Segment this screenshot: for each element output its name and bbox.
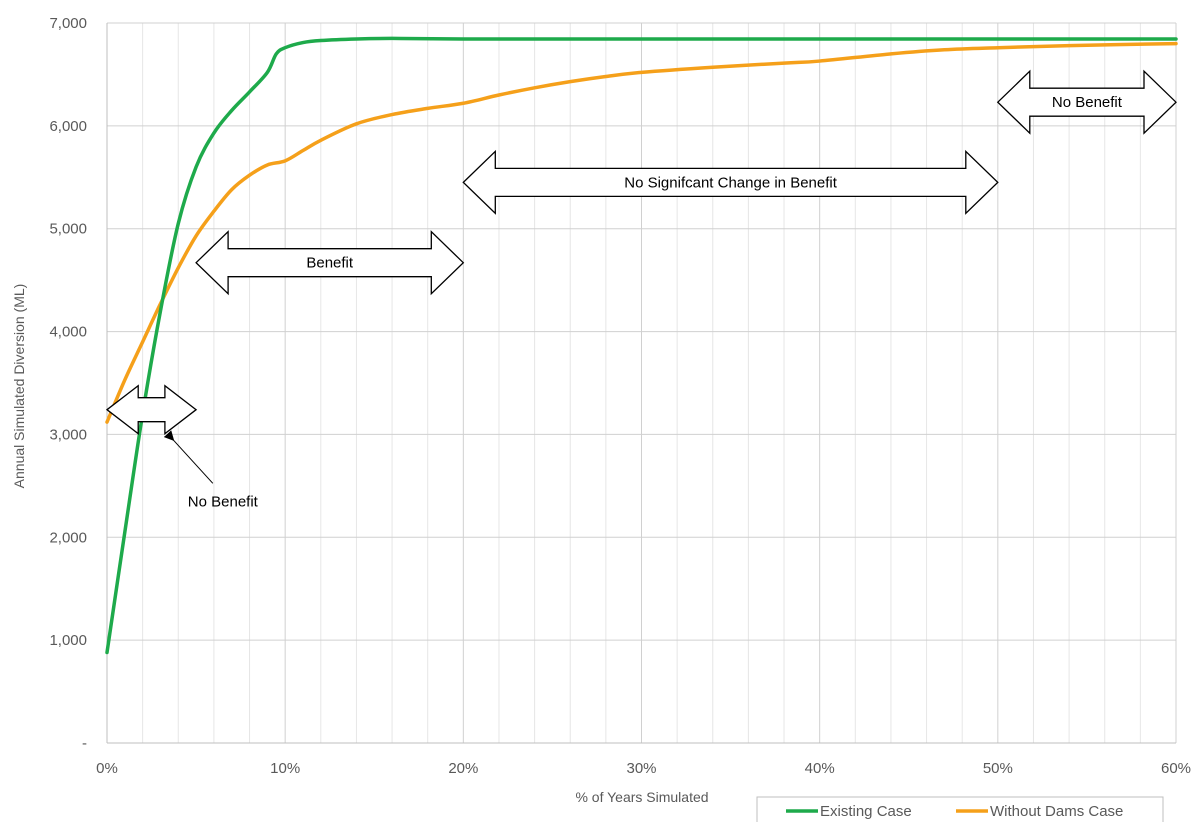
y-axis-title: Annual Simulated Diversion (ML): [11, 284, 27, 489]
x-tick-label: 30%: [626, 760, 656, 777]
annotation-label: Benefit: [306, 255, 354, 272]
legend-label: Existing Case: [820, 803, 912, 820]
x-tick-label: 20%: [448, 760, 478, 777]
annotation-arrow: [996, 69, 1177, 135]
pointer-arrow: [163, 430, 214, 484]
x-tick-label: 60%: [1161, 760, 1191, 777]
annotation-label: No Benefit: [1052, 94, 1123, 111]
annotation-label: No Signifcant Change in Benefit: [624, 174, 837, 191]
annotations: No Benefit Benefit No Signifcant Change in…: [105, 69, 1177, 510]
y-tick-label: 7,000: [49, 15, 87, 32]
y-tick-label: 2,000: [49, 529, 87, 546]
y-tick-label: 3,000: [49, 426, 87, 443]
y-tick-label: 5,000: [49, 221, 87, 238]
y-tick-label: 4,000: [49, 324, 87, 341]
y-tick-label: 6,000: [49, 118, 87, 135]
x-axis-title: % of Years Simulated: [575, 789, 708, 805]
x-tick-label: 0%: [96, 760, 118, 777]
annotation-arrow: [195, 230, 465, 296]
tick-labels: - 1,000 2,000 3,000 4,000 5,000 6,000 7,000 0% 10…: [49, 15, 1191, 777]
x-tick-label: 10%: [270, 760, 300, 777]
y-tick-label: 1,000: [49, 632, 87, 649]
pointer-label: No Benefit: [188, 493, 259, 510]
gridlines: [106, 22, 1177, 744]
x-tick-label: 50%: [983, 760, 1013, 777]
series-line-without-dams-case: [105, 41, 1178, 424]
y-tick-label: -: [82, 735, 87, 752]
series-lines: [105, 36, 1178, 655]
legend: Existing Case Without Dams Case: [756, 796, 1164, 822]
series-line-existing-case: [105, 36, 1178, 655]
legend-label: Without Dams Case: [990, 803, 1123, 820]
x-tick-label: 40%: [805, 760, 835, 777]
annotation-arrow: [105, 384, 198, 436]
annotation-arrow: [462, 149, 999, 215]
